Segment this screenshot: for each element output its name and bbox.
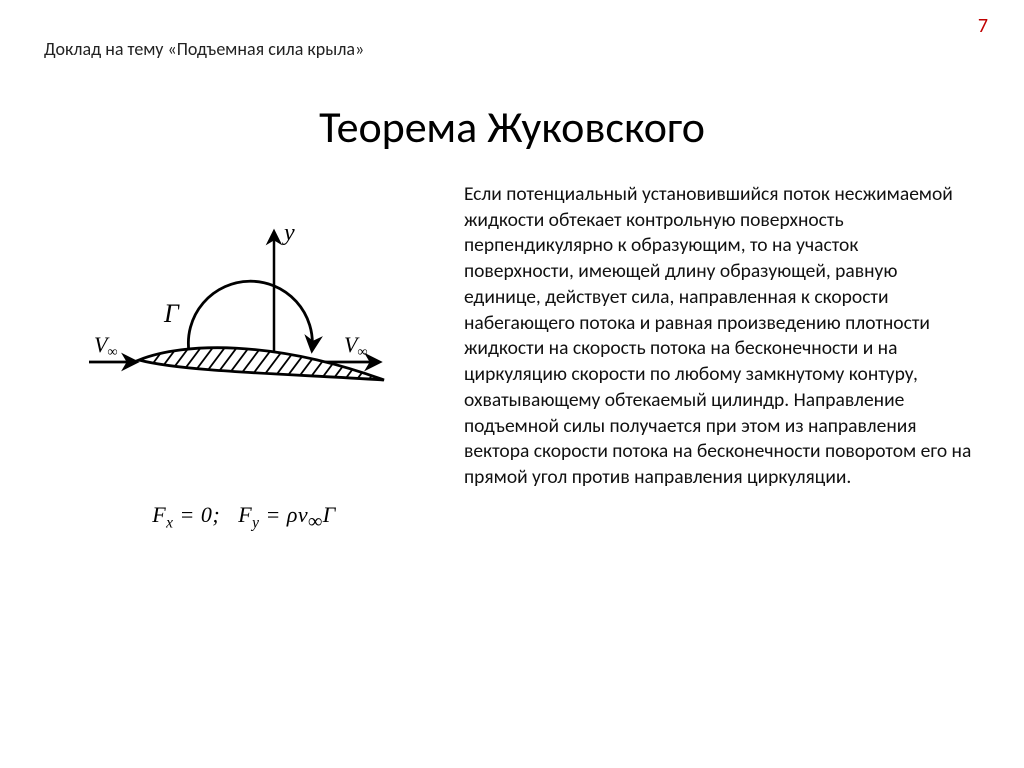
left-column: y Γ V∞ V∞	[44, 182, 444, 533]
gamma-label: Γ	[163, 299, 180, 328]
fx-val: = 0;	[174, 502, 227, 527]
slide: 7 Доклад на тему «Подъемная сила крыла» …	[0, 0, 1024, 768]
fx-var: F	[152, 502, 166, 527]
formula: Fx = 0; Fy = ρv∞Γ	[152, 502, 336, 533]
circulation-arc	[188, 281, 312, 352]
v-inf-right-label: V∞	[344, 332, 367, 360]
y-axis-label: y	[282, 220, 295, 246]
fx-sub: x	[166, 514, 173, 531]
supertitle: Доклад на тему «Подъемная сила крыла»	[44, 38, 980, 60]
content-row: y Γ V∞ V∞	[44, 182, 980, 533]
fy-gamma: Γ	[323, 502, 336, 527]
page-number: 7	[978, 14, 988, 38]
fy-var: F	[238, 502, 252, 527]
airfoil-svg: y Γ V∞ V∞	[74, 202, 414, 422]
fy-inf: ∞	[308, 510, 323, 532]
v-inf-left-label: V∞	[94, 332, 117, 360]
fy-eq: = ρv	[259, 502, 308, 527]
airfoil-figure: y Γ V∞ V∞	[64, 192, 424, 432]
body-text: Если потенциальный установившийся поток …	[464, 182, 980, 491]
slide-title: Теорема Жуковского	[44, 100, 980, 154]
